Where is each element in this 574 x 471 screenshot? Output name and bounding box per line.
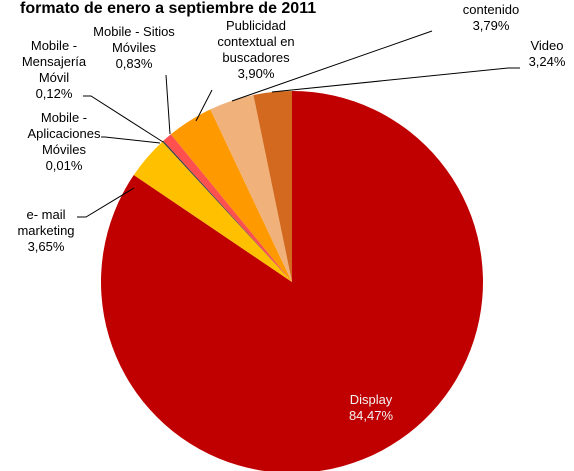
slice-e-mail-marketing xyxy=(133,141,292,282)
leader-line-publicidad-contextual-en-buscadores xyxy=(195,89,213,122)
label-e-mail-marketing: e- mail marketing 3,65% xyxy=(17,207,74,254)
leader-line-contenido xyxy=(231,30,433,102)
slice-mobile-mensajeria-movil xyxy=(162,140,292,282)
slice-mobile-aplicaciones-moviles xyxy=(162,141,292,282)
slice-mobile-sitios-moviles xyxy=(163,134,292,282)
label-mobile-mensajeria-movil: Mobile -Mensajería Móvil 0,12% xyxy=(22,38,87,101)
slice-video xyxy=(253,91,292,282)
label-contenido: contenido 3,79% xyxy=(463,2,519,33)
leader-line-e-mail-marketing xyxy=(77,187,135,218)
leader-line-video xyxy=(271,67,520,93)
chart-title: formato de enero a septiembre de 2011 xyxy=(20,0,316,17)
label-mobile-sitios-moviles: Mobile - Sitios Móviles 0,83% xyxy=(93,24,175,71)
slice-display xyxy=(100,91,483,471)
label-video: Video 3,24% xyxy=(529,38,566,69)
leader-line-mobile-mensajeria-movil xyxy=(83,95,164,143)
leader-line-mobile-aplicaciones-moviles xyxy=(101,136,161,144)
slice-labels: Display 84,47% e- mail marketing 3,65% Mobile… xyxy=(17,2,565,423)
label-display: Display 84,47% xyxy=(349,392,394,423)
label-publicidad-contextual-en-buscadores: Publicidad contextual en buscadores 3,90% xyxy=(217,18,294,81)
leader-line-mobile-sitios-moviles xyxy=(165,74,171,135)
pie-slices xyxy=(100,91,483,471)
slice-contenido xyxy=(210,94,292,282)
slice-publicidad-contextual-en-buscadores xyxy=(170,109,292,282)
leader-lines xyxy=(77,30,520,218)
label-mobile-aplicaciones-moviles: Mobile -Aplicaciones Móviles 0,01% xyxy=(28,110,101,173)
